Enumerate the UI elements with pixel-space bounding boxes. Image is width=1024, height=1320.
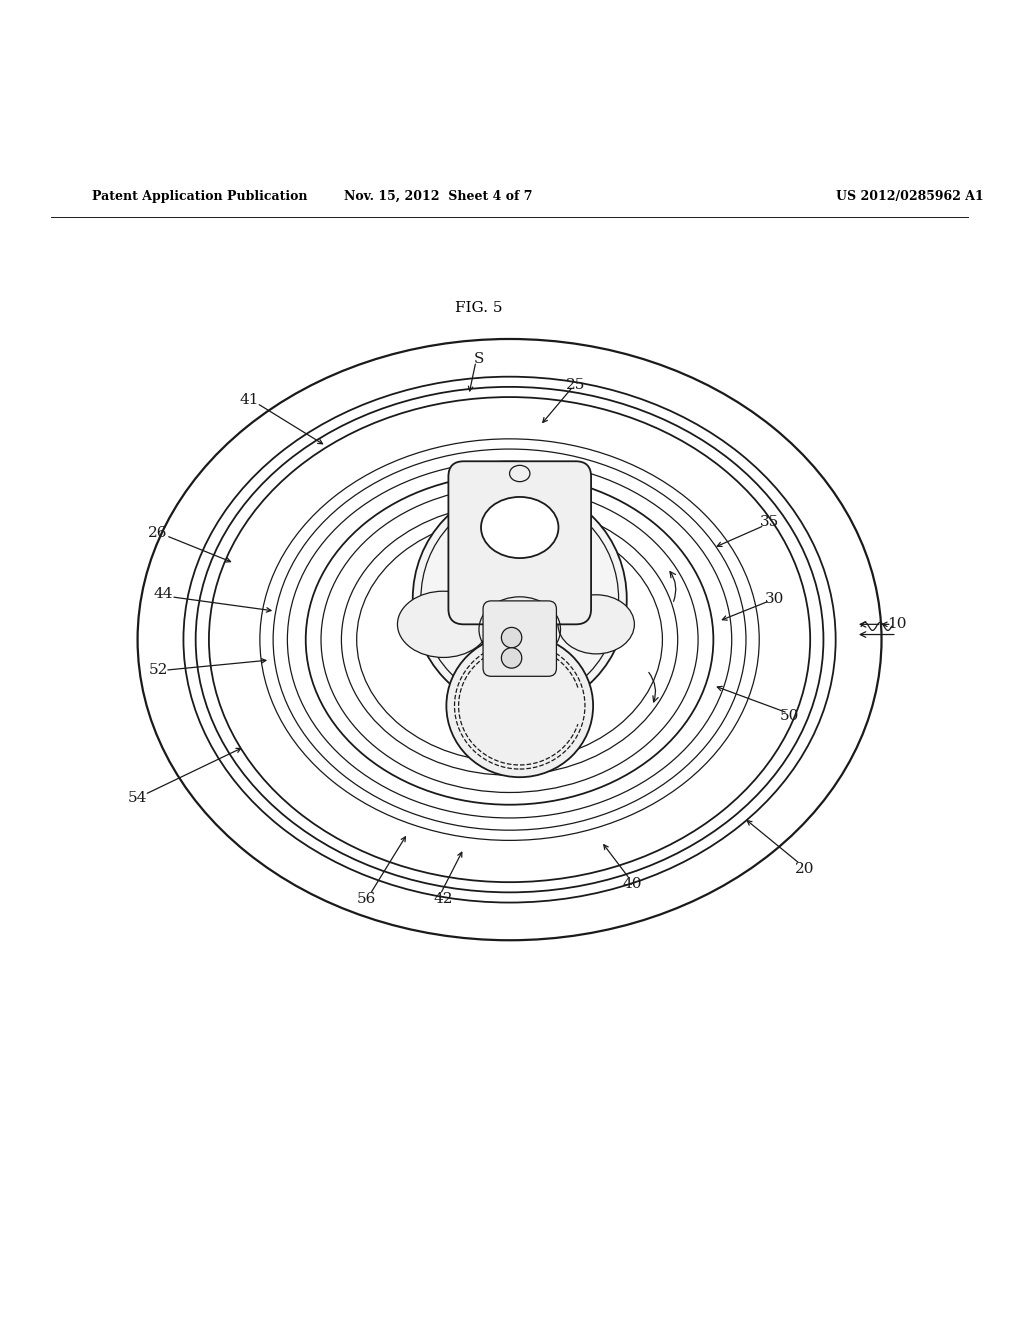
Ellipse shape xyxy=(446,635,593,777)
Text: 50: 50 xyxy=(780,709,800,723)
Ellipse shape xyxy=(397,591,489,657)
Text: Nov. 15, 2012  Sheet 4 of 7: Nov. 15, 2012 Sheet 4 of 7 xyxy=(344,190,532,203)
Text: 30: 30 xyxy=(765,591,784,606)
Ellipse shape xyxy=(502,648,522,668)
Text: 40: 40 xyxy=(623,878,642,891)
Ellipse shape xyxy=(558,595,635,653)
Text: 25: 25 xyxy=(566,378,586,392)
Text: Patent Application Publication: Patent Application Publication xyxy=(92,190,307,203)
Ellipse shape xyxy=(413,487,627,711)
Text: 35: 35 xyxy=(760,515,779,529)
Text: US 2012/0285962 A1: US 2012/0285962 A1 xyxy=(836,190,983,203)
Text: 54: 54 xyxy=(128,791,147,805)
Text: 20: 20 xyxy=(796,862,815,876)
Text: S: S xyxy=(474,352,484,367)
Text: 26: 26 xyxy=(148,525,168,540)
Text: FIG. 5: FIG. 5 xyxy=(456,301,503,315)
Text: 56: 56 xyxy=(357,892,377,907)
Text: 42: 42 xyxy=(433,892,453,907)
FancyBboxPatch shape xyxy=(483,601,556,676)
Text: 52: 52 xyxy=(148,663,168,677)
Text: 44: 44 xyxy=(154,587,173,601)
Text: 10: 10 xyxy=(887,618,906,631)
Ellipse shape xyxy=(502,627,522,648)
FancyBboxPatch shape xyxy=(449,461,591,624)
Ellipse shape xyxy=(481,496,558,558)
Text: 41: 41 xyxy=(240,393,259,407)
